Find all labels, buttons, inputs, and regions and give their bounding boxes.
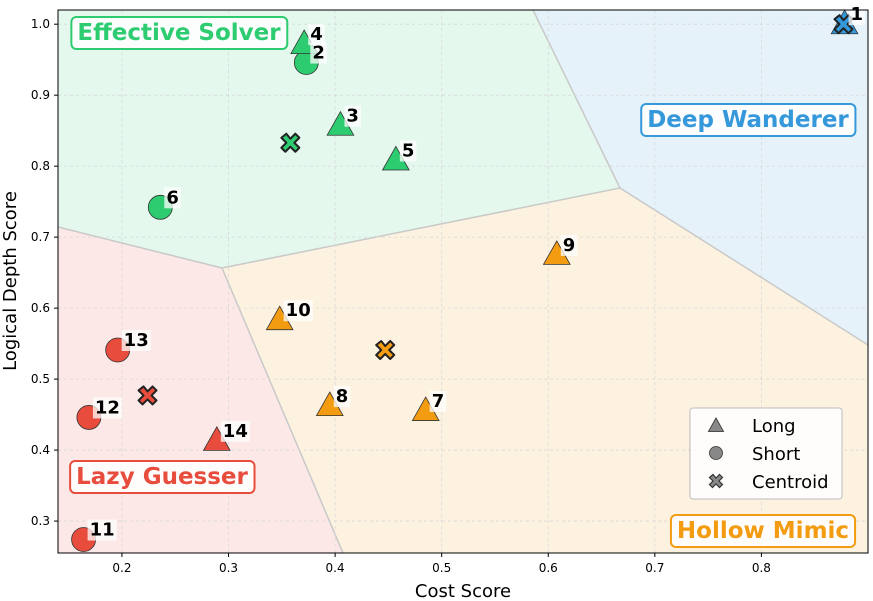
region-label-box (70, 16, 289, 50)
point-label-text: 6 (166, 187, 179, 208)
x-tick-label: 0.7 (645, 561, 664, 575)
region-label-text: Hollow Mimic (677, 518, 849, 544)
point-label-text: 8 (336, 386, 349, 407)
point-label-bg (92, 397, 122, 419)
y-tick-label: 0.4 (31, 443, 50, 457)
point-label-2: 2 (310, 42, 327, 64)
point-label-4: 4 (308, 24, 325, 46)
point-label-7: 7 (429, 391, 447, 413)
legend-label-centroid: Centroid (752, 472, 829, 493)
y-tick-label: 0.7 (31, 230, 50, 244)
point-label-text: 9 (563, 235, 576, 256)
centroid-hollow-mimic (375, 339, 396, 360)
region-effective-solver (58, 10, 620, 268)
point-label-bg (560, 234, 578, 256)
grid (58, 10, 868, 553)
x-tick-label: 0.6 (539, 561, 558, 575)
point-label-bg (121, 329, 151, 351)
point-label-text: 2 (312, 43, 325, 64)
point-label-8: 8 (333, 386, 351, 408)
region-label-deep-wanderer: Deep Wanderer (640, 103, 857, 137)
centroid-deep-wanderer (833, 14, 854, 35)
point-label-13: 13 (121, 329, 151, 351)
region-label-box (640, 103, 857, 137)
point-label-text: 5 (402, 140, 415, 161)
region-label-box (669, 514, 857, 548)
point-label-text: 12 (95, 397, 120, 418)
point-label-bg (429, 391, 447, 413)
region-label-text: Effective Solver (77, 20, 281, 46)
point-label-text: 11 (90, 520, 115, 541)
point-label-text: 14 (223, 421, 248, 442)
point-label-text: 4 (310, 24, 323, 45)
legend-box (689, 407, 843, 500)
x-axis: 0.2 0.3 0.4 0.5 0.6 0.7 0.8 (112, 553, 771, 575)
point-label-14: 14 (220, 420, 250, 442)
region-labels: Effective Solver Deep Wanderer Lazy Guesse… (69, 16, 857, 548)
legend-cross-marker (708, 473, 724, 489)
y-tick-label: 0.3 (31, 514, 50, 528)
point-label-text: 10 (286, 300, 311, 321)
y-axis-title: Logical Depth Score (0, 191, 21, 371)
point-label-5: 5 (399, 140, 417, 162)
point-label-9: 9 (560, 234, 578, 256)
x-tick-label: 0.5 (432, 561, 451, 575)
point-label-3: 3 (344, 105, 361, 127)
y-tick-label: 0.8 (31, 159, 50, 173)
centroid-effective-solver (280, 132, 301, 153)
plot-frame (57, 9, 869, 554)
legend-label-short: Short (752, 444, 800, 465)
point-label-bg (848, 4, 866, 26)
legend-triangle-marker (707, 417, 725, 432)
region-label-text: Lazy Guesser (76, 464, 248, 490)
region-deep-wanderer (533, 10, 868, 345)
region-label-text: Deep Wanderer (647, 107, 849, 133)
point-label-text: 3 (346, 106, 359, 127)
region-boundary-right (532, 10, 621, 189)
y-axis: 0.3 0.4 0.5 0.6 0.7 0.8 0.9 1.0 (31, 17, 58, 528)
point-label-bg (220, 420, 250, 442)
x-axis-title: Cost Score (415, 581, 511, 601)
region-boundary-lower (221, 267, 344, 553)
centroid-lazy-guesser (137, 385, 158, 406)
point-label-bg (344, 105, 361, 127)
region-label-box (69, 460, 256, 494)
point-label-bg (164, 187, 181, 209)
x-tick-label: 0.3 (219, 561, 238, 575)
point-label-text: 7 (432, 391, 445, 412)
point-label-bg (399, 140, 417, 162)
point-label-bg (308, 24, 325, 46)
point-label-bg (87, 519, 117, 541)
y-tick-label: 0.9 (31, 88, 50, 102)
region-label-hollow-mimic: Hollow Mimic (669, 514, 857, 548)
region-label-lazy-guesser: Lazy Guesser (69, 460, 256, 494)
point-label-text: 1 (851, 4, 864, 25)
legend: Long Short Centroid (689, 407, 843, 500)
point-label-bg (333, 386, 351, 408)
point-label-1: 1 (848, 4, 866, 26)
point-label-bg (310, 42, 327, 64)
x-tick-label: 0.8 (752, 561, 771, 575)
y-tick-label: 0.6 (31, 301, 50, 315)
region-label-effective-solver: Effective Solver (70, 16, 289, 50)
point-label-11: 11 (87, 519, 117, 541)
point-label-12: 12 (92, 397, 122, 419)
centroid-marks (137, 14, 854, 406)
point-label-6: 6 (164, 187, 181, 209)
point-label-bg (283, 300, 313, 322)
legend-label-long: Long (752, 416, 796, 437)
legend-circle-marker (709, 446, 723, 460)
y-tick-label: 0.5 (31, 372, 50, 386)
y-tick-label: 1.0 (31, 17, 50, 31)
region-boundary-upper (58, 187, 868, 346)
x-tick-label: 0.4 (326, 561, 345, 575)
point-label-10: 10 (283, 300, 313, 322)
x-tick-label: 0.2 (112, 561, 131, 575)
point-label-text: 13 (124, 330, 149, 351)
